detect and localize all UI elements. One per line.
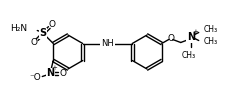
Text: O: O: [31, 38, 38, 47]
Text: CH₃: CH₃: [204, 37, 218, 46]
Text: NH: NH: [101, 39, 114, 48]
Text: N: N: [46, 68, 54, 78]
Text: +: +: [51, 66, 57, 72]
Text: O: O: [60, 69, 67, 78]
Text: CH₃: CH₃: [182, 52, 196, 60]
Text: O: O: [167, 34, 174, 43]
Text: +: +: [192, 30, 198, 36]
Text: CH₃: CH₃: [204, 25, 218, 34]
Text: H₂N: H₂N: [10, 24, 27, 33]
Text: ⁻O: ⁻O: [29, 73, 41, 82]
Text: N: N: [187, 32, 195, 42]
Text: O: O: [49, 20, 56, 29]
Text: S: S: [40, 28, 47, 38]
